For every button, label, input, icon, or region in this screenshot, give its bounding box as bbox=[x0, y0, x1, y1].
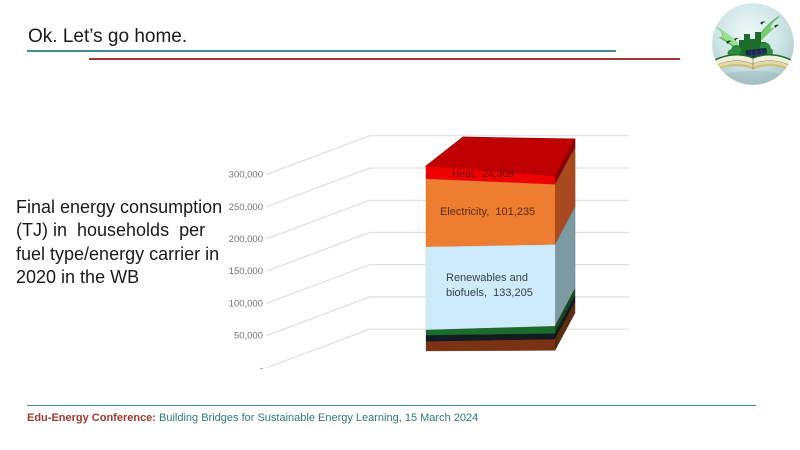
svg-text:150,000: 150,000 bbox=[229, 266, 263, 277]
svg-text:Renewables and: Renewables and bbox=[446, 272, 528, 284]
svg-text:200,000: 200,000 bbox=[229, 234, 263, 245]
svg-text:biofuels, 133,205: biofuels, 133,205 bbox=[446, 287, 533, 299]
svg-text:Heat, 24,309: Heat, 24,309 bbox=[452, 169, 514, 180]
svg-text:100,000: 100,000 bbox=[229, 298, 263, 309]
svg-text:50,000: 50,000 bbox=[234, 331, 263, 342]
svg-text:300,000: 300,000 bbox=[229, 170, 263, 181]
svg-text:250,000: 250,000 bbox=[229, 202, 263, 213]
svg-text:-: - bbox=[260, 363, 263, 374]
svg-text:Electricity, 101,235: Electricity, 101,235 bbox=[440, 206, 535, 218]
